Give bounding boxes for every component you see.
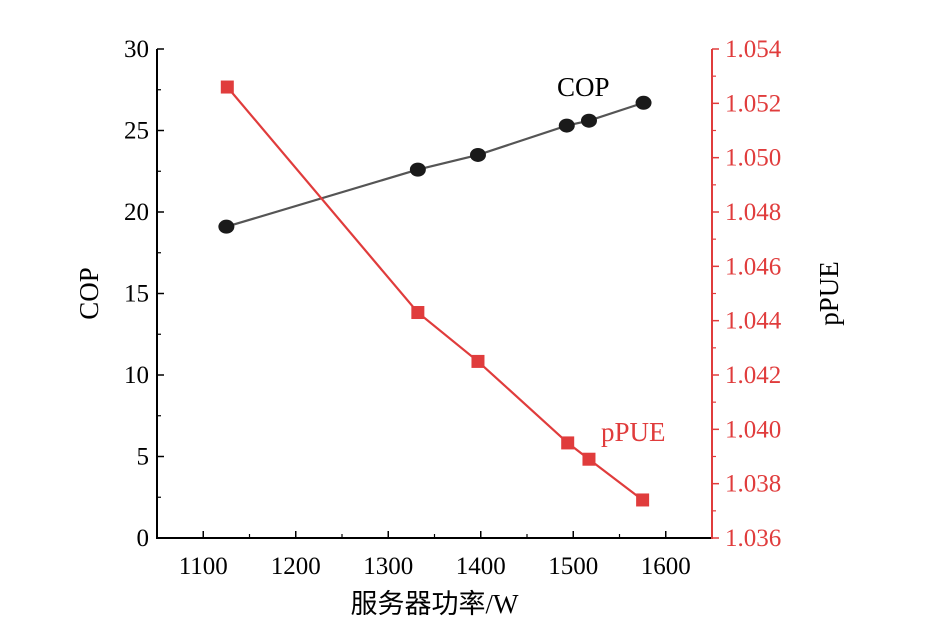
y-right-tick-label-7: 1.050 [725,145,781,172]
series-label-ppue: pPUE [601,417,666,447]
x-tick-label-5: 1600 [641,553,691,580]
x-tick-label-4: 1500 [548,553,598,580]
y-left-tick-label-1: 5 [137,444,150,471]
y-left-tick-label-4: 20 [124,199,149,226]
y-left-tick-label-3: 15 [124,281,149,308]
y-left-tick-label-2: 10 [124,362,149,389]
x-axis-title: 服务器功率/W [351,589,520,619]
series-line-ppue [226,86,644,501]
data-point-ppue-1 [411,306,425,320]
y-left-tick-label-6: 30 [124,36,149,63]
series-line-cop [226,101,644,228]
x-tick-label-3: 1400 [456,553,506,580]
y-right-tick-label-4: 1.044 [725,308,782,335]
y-right-tick-label-6: 1.048 [725,199,781,226]
data-point-cop-3 [558,118,575,133]
y-right-tick-label-9: 1.054 [725,36,782,63]
data-point-cop-1 [409,162,426,177]
axes: 1100 1200 1300 1400 1500 1600 0 5 10 15 20 25 30 1.03… [124,36,782,580]
series-layer [218,80,652,507]
data-point-cop-0 [218,219,235,234]
data-point-cop-4 [580,113,597,128]
y-right-tick-label-1: 1.038 [725,471,781,498]
data-point-cop-5 [635,95,652,110]
data-point-cop-2 [469,147,486,162]
data-point-ppue-4 [582,452,596,466]
y-right-tick-label-2: 1.040 [725,416,781,443]
y-right-tick-label-0: 1.036 [725,525,781,552]
y-left-tick-label-5: 25 [124,118,149,145]
data-point-ppue-5 [636,493,650,507]
x-tick-label-2: 1300 [363,553,413,580]
y-left-tick-label-0: 0 [137,525,150,552]
data-point-ppue-0 [220,80,234,94]
y-left-axis-title: COP [74,267,104,320]
y-right-tick-label-5: 1.046 [725,253,781,280]
y-right-tick-label-8: 1.052 [725,90,781,117]
series-label-cop: COP [557,72,610,102]
x-tick-label-1: 1200 [271,553,321,580]
y-right-tick-label-3: 1.042 [725,362,781,389]
data-point-ppue-3 [561,436,575,450]
y-right-axis-title: pPUE [814,261,844,326]
data-point-ppue-2 [471,354,485,368]
x-tick-label-0: 1100 [179,553,228,580]
